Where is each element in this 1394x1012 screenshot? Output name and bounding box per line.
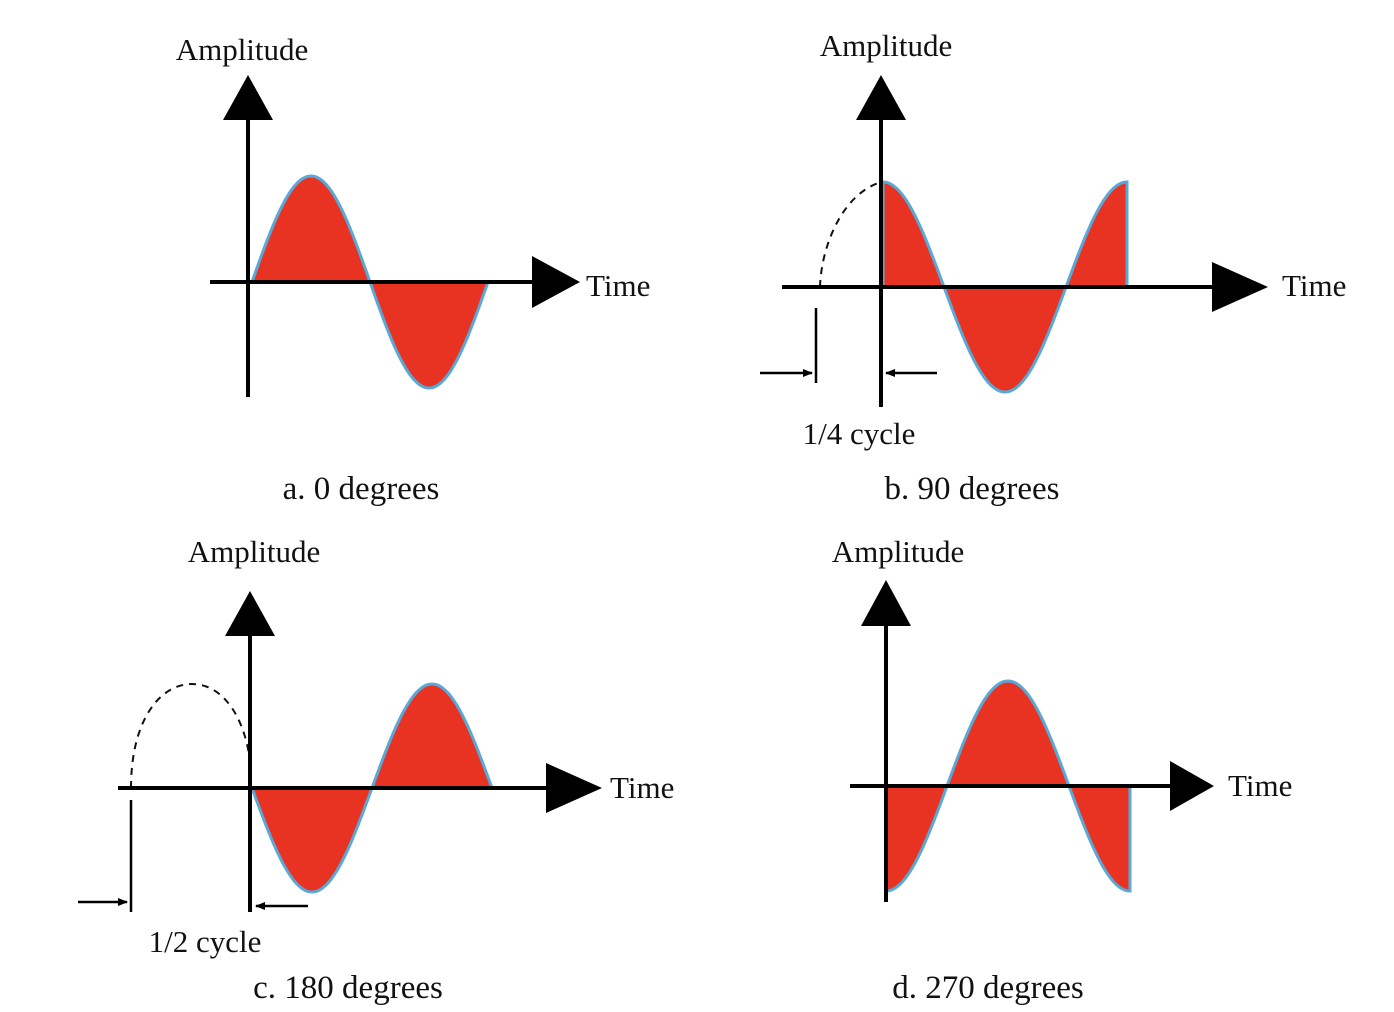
panel-d-caption: d. 270 degrees — [892, 970, 1084, 1006]
panel-b-time-label: Time — [1282, 268, 1346, 303]
panel-d-time-arrowhead — [1170, 761, 1214, 811]
panel-b: Amplitude Time 1/4 cycle b. 90 degrees — [760, 28, 1346, 507]
panel-b-caption: b. 90 degrees — [884, 471, 1059, 507]
panel-a-amplitude-label: Amplitude — [176, 32, 309, 67]
panel-a: Amplitude Time a. 0 degrees — [176, 32, 651, 507]
panel-b-amplitude-arrowhead — [856, 75, 906, 120]
panel-b-dashed-quarter-cycle — [819, 181, 882, 288]
panel-b-time-arrowhead — [1212, 262, 1268, 312]
panel-c-time-arrowhead — [546, 763, 602, 813]
panel-a-amplitude-arrowhead — [223, 75, 273, 120]
panel-d-amplitude-label: Amplitude — [832, 534, 965, 569]
panel-c-amplitude-label: Amplitude — [188, 534, 321, 569]
panel-a-time-arrowhead — [532, 256, 580, 308]
panel-c-dashed-half-cycle — [130, 682, 252, 789]
panel-c-time-label: Time — [610, 770, 674, 805]
panel-c-caption: c. 180 degrees — [253, 970, 443, 1006]
panel-d-time-label: Time — [1228, 768, 1292, 803]
panel-b-amplitude-label: Amplitude — [820, 28, 953, 63]
panel-c-shift-label: 1/2 cycle — [149, 924, 262, 959]
panel-c-amplitude-arrowhead — [225, 591, 275, 636]
panel-c: Amplitude Time 1/2 cycle c. 180 degrees — [78, 534, 674, 1006]
panel-d-amplitude-arrowhead — [861, 580, 911, 626]
panel-a-caption: a. 0 degrees — [283, 471, 440, 507]
panel-d: Amplitude Time d. 270 degrees — [832, 534, 1293, 1006]
panel-a-time-label: Time — [586, 268, 650, 303]
panel-b-shift-label: 1/4 cycle — [803, 416, 916, 451]
